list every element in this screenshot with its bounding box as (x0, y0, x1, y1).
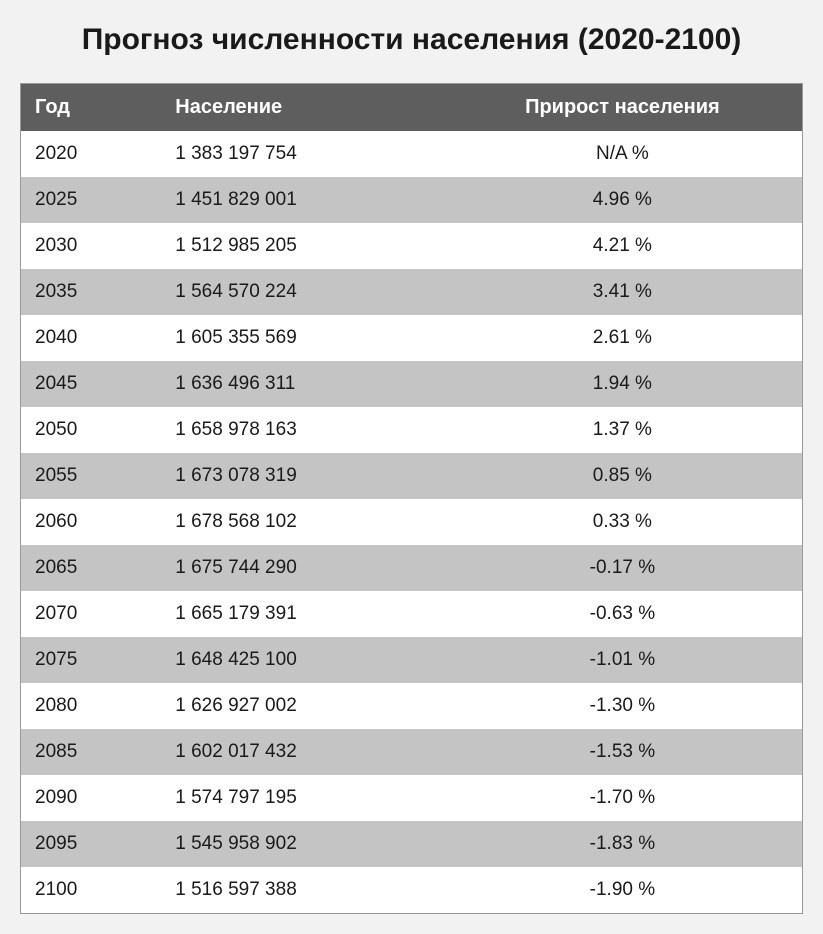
page-title: Прогноз численности населения (2020-2100… (20, 20, 803, 59)
cell-population: 1 605 355 569 (161, 315, 443, 361)
cell-population: 1 574 797 195 (161, 775, 443, 821)
cell-year: 2090 (21, 775, 162, 821)
cell-growth: -1.01 % (443, 637, 803, 683)
cell-year: 2085 (21, 729, 162, 775)
table-row: 2070 1 665 179 391 -0.63 % (21, 591, 803, 637)
cell-growth: 4.96 % (443, 177, 803, 223)
cell-growth: -1.70 % (443, 775, 803, 821)
table-row: 2025 1 451 829 001 4.96 % (21, 177, 803, 223)
cell-growth: 2.61 % (443, 315, 803, 361)
table-row: 2045 1 636 496 311 1.94 % (21, 361, 803, 407)
cell-year: 2060 (21, 499, 162, 545)
cell-growth: 1.94 % (443, 361, 803, 407)
table-header-row: Год Население Прирост населения (21, 84, 803, 132)
cell-population: 1 451 829 001 (161, 177, 443, 223)
cell-growth: 4.21 % (443, 223, 803, 269)
table-row: 2065 1 675 744 290 -0.17 % (21, 545, 803, 591)
cell-growth: -0.63 % (443, 591, 803, 637)
table-row: 2075 1 648 425 100 -1.01 % (21, 637, 803, 683)
cell-population: 1 665 179 391 (161, 591, 443, 637)
cell-growth: 3.41 % (443, 269, 803, 315)
cell-population: 1 564 570 224 (161, 269, 443, 315)
cell-population: 1 636 496 311 (161, 361, 443, 407)
cell-population: 1 516 597 388 (161, 867, 443, 914)
cell-growth: 1.37 % (443, 407, 803, 453)
cell-population: 1 383 197 754 (161, 131, 443, 177)
cell-growth: -1.90 % (443, 867, 803, 914)
cell-growth: -1.83 % (443, 821, 803, 867)
cell-year: 2065 (21, 545, 162, 591)
cell-population: 1 545 958 902 (161, 821, 443, 867)
cell-year: 2020 (21, 131, 162, 177)
cell-population: 1 602 017 432 (161, 729, 443, 775)
table-row: 2100 1 516 597 388 -1.90 % (21, 867, 803, 914)
table-row: 2040 1 605 355 569 2.61 % (21, 315, 803, 361)
cell-year: 2050 (21, 407, 162, 453)
table-row: 2060 1 678 568 102 0.33 % (21, 499, 803, 545)
table-body: 2020 1 383 197 754 N/A % 2025 1 451 829 … (21, 131, 803, 914)
table-row: 2085 1 602 017 432 -1.53 % (21, 729, 803, 775)
cell-year: 2035 (21, 269, 162, 315)
table-row: 2090 1 574 797 195 -1.70 % (21, 775, 803, 821)
cell-year: 2095 (21, 821, 162, 867)
cell-population: 1 648 425 100 (161, 637, 443, 683)
cell-population: 1 626 927 002 (161, 683, 443, 729)
table-row: 2080 1 626 927 002 -1.30 % (21, 683, 803, 729)
cell-growth: -1.53 % (443, 729, 803, 775)
cell-population: 1 673 078 319 (161, 453, 443, 499)
cell-year: 2040 (21, 315, 162, 361)
cell-growth: 0.85 % (443, 453, 803, 499)
table-row: 2030 1 512 985 205 4.21 % (21, 223, 803, 269)
cell-growth: N/A % (443, 131, 803, 177)
cell-growth: 0.33 % (443, 499, 803, 545)
col-header-population: Население (161, 84, 443, 132)
cell-year: 2100 (21, 867, 162, 914)
col-header-growth: Прирост населения (443, 84, 803, 132)
cell-year: 2055 (21, 453, 162, 499)
cell-growth: -1.30 % (443, 683, 803, 729)
cell-growth: -0.17 % (443, 545, 803, 591)
table-row: 2050 1 658 978 163 1.37 % (21, 407, 803, 453)
cell-population: 1 658 978 163 (161, 407, 443, 453)
cell-population: 1 512 985 205 (161, 223, 443, 269)
page-container: Прогноз численности населения (2020-2100… (20, 20, 803, 914)
table-row: 2020 1 383 197 754 N/A % (21, 131, 803, 177)
cell-year: 2045 (21, 361, 162, 407)
cell-year: 2080 (21, 683, 162, 729)
cell-year: 2075 (21, 637, 162, 683)
cell-year: 2025 (21, 177, 162, 223)
cell-year: 2070 (21, 591, 162, 637)
table-row: 2095 1 545 958 902 -1.83 % (21, 821, 803, 867)
table-row: 2035 1 564 570 224 3.41 % (21, 269, 803, 315)
col-header-year: Год (21, 84, 162, 132)
cell-population: 1 675 744 290 (161, 545, 443, 591)
cell-population: 1 678 568 102 (161, 499, 443, 545)
table-row: 2055 1 673 078 319 0.85 % (21, 453, 803, 499)
population-table: Год Население Прирост населения 2020 1 3… (20, 83, 803, 914)
cell-year: 2030 (21, 223, 162, 269)
